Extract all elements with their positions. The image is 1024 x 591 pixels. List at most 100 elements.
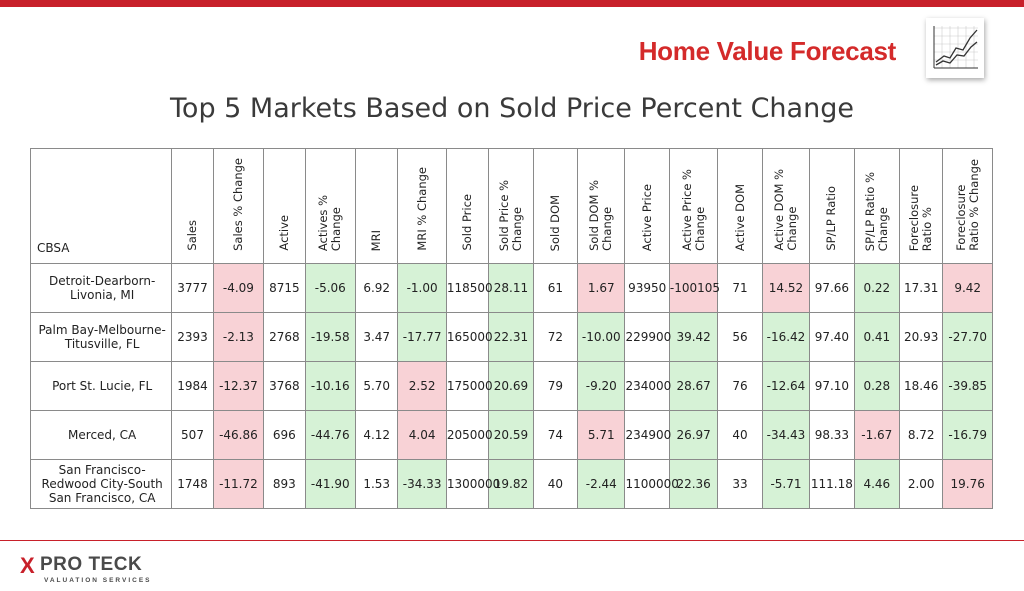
table-cell: 8715 <box>263 263 306 313</box>
table-cell: 5.71 <box>577 410 626 460</box>
cbsa-name: Palm Bay-Melbourne- Titusville, FL <box>38 323 166 351</box>
table-cell: 28.67 <box>668 361 719 411</box>
line-chart-icon <box>926 18 984 78</box>
table-cell: 205000 <box>445 410 493 460</box>
logo-subtitle: VALUATION SERVICES <box>44 577 152 584</box>
column-header-label: Active DOM <box>732 183 747 251</box>
table-cell: -1.67 <box>853 410 901 460</box>
table-cell: 17.31 <box>899 263 944 313</box>
logo-mark: X <box>20 553 35 578</box>
table-cell: 3777 <box>171 263 214 313</box>
table-cell: -41.90 <box>304 459 357 509</box>
table-cell: 696 <box>263 410 306 460</box>
column-header-label: Active Price % Change <box>679 169 707 251</box>
table-cell: 1984 <box>171 361 214 411</box>
table-cell: 20.93 <box>899 312 944 362</box>
table-cell: -39.85 <box>942 361 993 411</box>
column-header-label: SP/LP Ratio % Change <box>862 171 890 251</box>
table-row: Palm Bay-Melbourne- Titusville, FL 2393 -2… <box>29 312 993 362</box>
table-cell: 175000 <box>445 361 493 411</box>
table-cell: 19.76 <box>942 459 993 509</box>
table-cell: 97.10 <box>809 361 855 411</box>
table-row: Port St. Lucie, FL 1984 -12.37 3768 -10.16 5.… <box>29 361 993 411</box>
table-cell: 229900 <box>624 312 671 362</box>
table-cell: 33 <box>717 459 763 509</box>
table-cell: 2.52 <box>397 361 447 411</box>
table-cell: -100105 <box>668 263 720 313</box>
table-cell: 893 <box>263 459 306 509</box>
table-cell: 3768 <box>263 361 306 411</box>
column-header-label: Sold Price % Change <box>496 179 524 251</box>
table-cell: 111.18 <box>809 459 855 509</box>
table-cell: 0.22 <box>853 263 901 313</box>
table-cell: 71 <box>717 263 763 313</box>
table-cell: 5.70 <box>354 361 399 411</box>
column-header-label: Sold Price <box>460 194 475 251</box>
cbsa-name: Merced, CA <box>68 428 137 442</box>
table-cell: -2.44 <box>577 459 626 509</box>
table-cell: 0.28 <box>853 361 901 411</box>
table-cell: -12.64 <box>761 361 811 411</box>
table-cell: 4.12 <box>354 410 399 460</box>
table-cell: -16.42 <box>761 312 811 362</box>
table-cell: 22.31 <box>488 312 534 362</box>
table-cell: -10.00 <box>577 312 626 362</box>
column-header-label: Sales <box>185 220 199 251</box>
column-header: Sales <box>171 148 214 264</box>
column-header: Sold Price % Change <box>488 148 534 264</box>
cbsa-name: Detroit-Dearborn- Livonia, MI <box>49 274 156 302</box>
column-header-label: MRI <box>369 229 384 251</box>
table-cell: 18.46 <box>899 361 944 411</box>
column-header-label: SP/LP Ratio <box>824 186 839 251</box>
column-header-label: Sold DOM <box>547 194 562 251</box>
table-cell: 4.04 <box>397 410 447 460</box>
table-cell: 93950 <box>624 263 670 313</box>
table-cell: 0.41 <box>853 312 901 362</box>
column-header-label: MRI % Change <box>414 167 429 251</box>
column-header: Sold DOM % Change <box>577 148 626 264</box>
column-header: MRI <box>354 148 399 264</box>
logo-name: PRO TECK <box>40 554 143 575</box>
table-cell: 9.42 <box>942 263 993 313</box>
table-cell: 14.52 <box>761 263 811 313</box>
table-cell: 39.42 <box>668 312 719 362</box>
column-header-label: Active Price <box>639 183 654 251</box>
table-cell: 98.33 <box>809 410 855 460</box>
table-cell: 118500 <box>445 263 493 313</box>
table-cell: -10.16 <box>304 361 357 411</box>
top-accent-bar <box>0 0 1024 7</box>
cbsa-cell: Detroit-Dearborn- Livonia, MI <box>29 263 173 313</box>
column-header: Active DOM % Change <box>761 148 811 264</box>
table-cell: -46.86 <box>212 410 265 460</box>
table-cell: 56 <box>717 312 763 362</box>
table-cell: -17.77 <box>397 312 447 362</box>
cbsa-cell: Port St. Lucie, FL <box>29 361 173 411</box>
table-cell: 74 <box>532 410 579 460</box>
column-header: Sold Price <box>445 148 490 264</box>
column-header: MRI % Change <box>397 148 447 264</box>
table-cell: 4.46 <box>853 459 901 509</box>
column-header-label: Active <box>276 215 291 251</box>
column-header-label: Sales % Change <box>230 158 245 251</box>
column-header: Sold DOM <box>532 148 579 264</box>
table-cell: 2768 <box>263 312 306 362</box>
table-row: Detroit-Dearborn- Livonia, MI 3777 -4.09 87… <box>29 263 993 313</box>
column-header: Active Price % Change <box>668 148 719 264</box>
table-cell: -34.43 <box>761 410 811 460</box>
column-header-cbsa: CBSA <box>29 148 173 264</box>
page-title: Top 5 Markets Based on Sold Price Percen… <box>170 93 854 124</box>
table-cell: 97.40 <box>809 312 855 362</box>
column-header-label: Sold DOM % Change <box>587 180 615 251</box>
column-header: SP/LP Ratio <box>809 148 855 264</box>
column-header-label: Actives % Change <box>316 194 344 251</box>
table-cell: 72 <box>532 312 579 362</box>
table-cell: 20.69 <box>488 361 534 411</box>
markets-table: CBSA Sales Sales % Change Active Actives % … <box>29 148 993 509</box>
table-cell: 20.59 <box>488 410 534 460</box>
table-cell: -1.00 <box>397 263 447 313</box>
table-cell: -19.58 <box>304 312 357 362</box>
table-cell: 507 <box>171 410 214 460</box>
table-cell: -4.09 <box>212 263 265 313</box>
cbsa-name: San Francisco- Redwood City-South San Fr… <box>41 463 163 505</box>
column-header: Sales % Change <box>212 148 265 264</box>
